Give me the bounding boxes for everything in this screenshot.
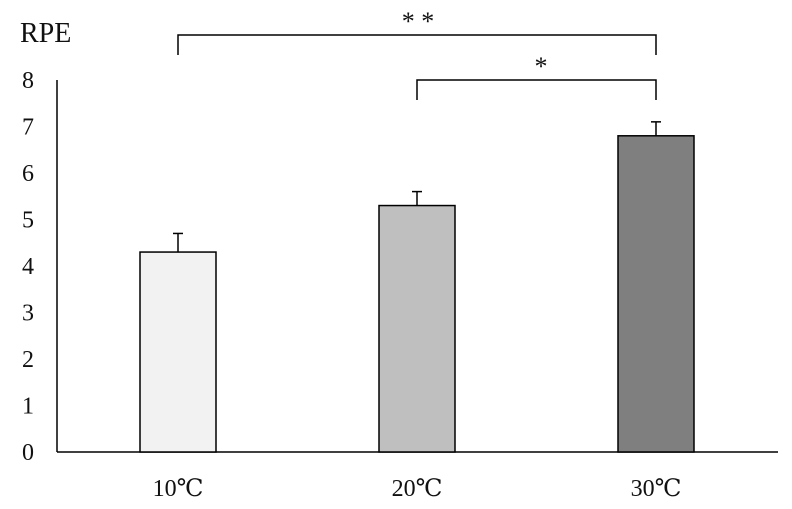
error-bars <box>173 121 661 253</box>
bar-1 <box>139 251 217 453</box>
category-labels: 10℃ 20℃ 30℃ <box>153 476 682 502</box>
significance-label-2: * <box>535 52 548 81</box>
y-tick-labels: 0 1 2 3 4 5 6 7 8 <box>22 68 34 466</box>
category-label-3: 30℃ <box>631 476 682 502</box>
y-axis-label: RPE <box>20 18 71 49</box>
y-tick-label-0: 0 <box>22 440 34 466</box>
y-tick-label-6: 6 <box>22 161 34 187</box>
category-label-2: 20℃ <box>392 476 443 502</box>
y-tick-label-7: 7 <box>22 115 34 141</box>
y-tick-label-5: 5 <box>22 208 34 234</box>
y-tick-label-4: 4 <box>22 254 34 280</box>
bars <box>139 135 695 453</box>
category-label-1: 10℃ <box>153 476 204 502</box>
significance-bracket-1 <box>177 34 657 55</box>
y-tick-label-3: 3 <box>22 301 34 327</box>
bar-2 <box>378 204 456 453</box>
significance-brackets: * * * <box>177 7 657 100</box>
y-tick-label-2: 2 <box>22 347 34 373</box>
y-tick-label-8: 8 <box>22 68 34 94</box>
significance-bracket-2 <box>416 79 657 100</box>
significance-label-1: * * <box>402 7 435 36</box>
y-tick-label-1: 1 <box>22 394 34 420</box>
bar-3 <box>617 135 695 453</box>
